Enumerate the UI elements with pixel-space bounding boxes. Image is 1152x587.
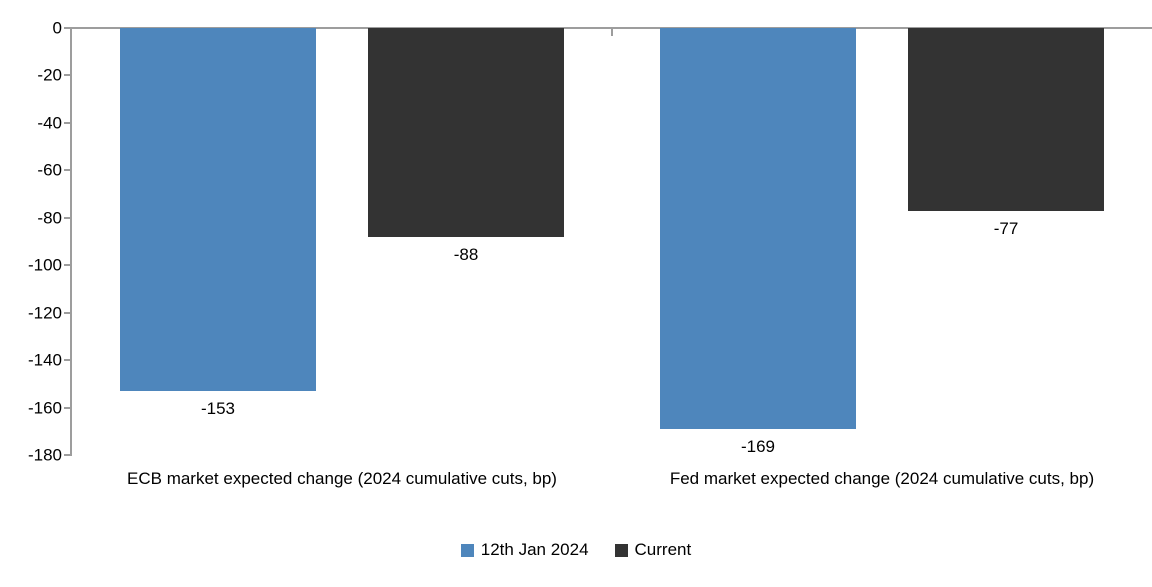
y-axis-tick-label: -180 <box>27 445 62 465</box>
y-axis-tick-label: -20 <box>37 65 62 85</box>
bar-ecb-current <box>368 28 564 237</box>
y-axis-tick-mark <box>64 359 71 362</box>
category-label-ecb: ECB market expected change (2024 cumulat… <box>127 469 557 488</box>
y-axis-tick-mark <box>64 216 71 219</box>
bar-fed-12th-jan-2024 <box>660 28 856 429</box>
bar-value-label-ecb-12th-jan-2024: -153 <box>200 398 236 418</box>
y-axis-tick-mark <box>64 454 71 456</box>
y-axis-line <box>70 27 72 456</box>
y-axis-tick-mark <box>64 264 71 267</box>
legend-swatch-blue-icon <box>460 543 474 557</box>
y-axis-tick-mark <box>64 121 71 124</box>
bar-fed-current <box>908 28 1104 211</box>
bar-value-label-ecb-current: -88 <box>453 244 479 264</box>
legend-swatch-dark-icon <box>614 543 628 557</box>
y-axis-tick-label: -140 <box>27 350 62 370</box>
y-axis-tick-mark <box>64 169 71 172</box>
bar-value-label-fed-12th-jan-2024: -169 <box>740 436 776 456</box>
y-axis-tick-label: -60 <box>37 160 62 180</box>
y-axis-tick-label: -80 <box>37 208 62 228</box>
category-label-fed: Fed market expected change (2024 cumulat… <box>669 469 1095 488</box>
y-axis-tick-label: -100 <box>27 255 62 275</box>
legend: 12th Jan 2024 Current <box>0 540 1152 560</box>
y-axis-tick-mark <box>64 27 71 29</box>
y-axis-tick-label: -40 <box>37 113 62 133</box>
y-axis-tick-mark <box>64 406 71 409</box>
x-axis-zero-line <box>70 27 1152 29</box>
y-axis-tick-label: -120 <box>27 303 62 323</box>
y-axis-tick-mark <box>64 74 71 77</box>
bar-value-label-fed-current: -77 <box>993 218 1019 238</box>
legend-label-12th-jan-2024: 12th Jan 2024 <box>480 540 589 559</box>
y-axis-tick-label: 0 <box>52 18 62 38</box>
legend-label-current: Current <box>634 540 692 559</box>
legend-item-12th-jan-2024: 12th Jan 2024 <box>460 540 589 560</box>
y-axis-tick-mark <box>64 311 71 314</box>
legend-item-current: Current <box>614 540 692 560</box>
bar-ecb-12th-jan-2024 <box>120 28 316 391</box>
category-boundary-tick <box>611 29 613 36</box>
y-axis-tick-label: -160 <box>27 398 62 418</box>
